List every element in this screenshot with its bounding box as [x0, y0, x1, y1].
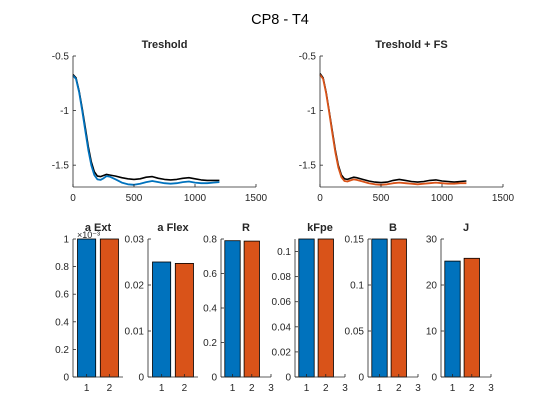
x-tick-label: 3 — [268, 383, 274, 394]
y-tick-label: -1 — [307, 106, 316, 117]
x-tick-label: 2 — [249, 383, 255, 394]
y-tick-label: 0.05 — [345, 327, 365, 338]
y-tick-label: 30 — [426, 235, 438, 246]
y-tick-label: 0.8 — [203, 235, 217, 246]
x-tick-label: 2 — [323, 383, 329, 394]
y-tick-label: 0.03 — [125, 235, 145, 246]
bar-1 — [444, 260, 461, 378]
y-tick-label: -1 — [60, 106, 69, 117]
bar-2 — [243, 240, 260, 378]
x-tick-label: 2 — [396, 383, 402, 394]
x-tick-label: 1000 — [184, 193, 207, 204]
subplot-title: R — [242, 222, 250, 234]
subplot-line-treshold-fs: 0 500 1000 1500 -0.5 -1 -1.5 Treshold + FS — [299, 39, 515, 204]
x-tick-label: 1 — [450, 383, 456, 394]
bar-2 — [99, 238, 119, 378]
y-tick-label: 1 — [63, 235, 69, 246]
y-tick-label: 0 — [63, 373, 69, 384]
x-tick-label: 1500 — [492, 193, 515, 204]
subplot-bar-kfpe: 1 2 3 0 0.02 0.04 0.06 0.08 0.1 kFpe — [272, 222, 349, 394]
y-tick-label: 0.06 — [272, 297, 292, 308]
bar-2 — [390, 238, 407, 378]
y-tick-label: 0 — [358, 373, 364, 384]
x-tick-label: 1 — [159, 383, 165, 394]
y-tick-label: -1.5 — [299, 161, 317, 172]
figure-title: CP8 - T4 — [251, 12, 309, 28]
y-tick-label: 0.1 — [350, 281, 364, 292]
y-tick-label: 0 — [138, 373, 144, 384]
subplot-title: Treshold + FS — [375, 39, 447, 51]
y-tick-label: 0.6 — [55, 290, 69, 301]
x-tick-label: 1 — [304, 383, 310, 394]
y-tick-label: 0 — [211, 373, 217, 384]
x-tick-label: 1 — [230, 383, 236, 394]
y-tick-label: 0 — [285, 373, 291, 384]
y-tick-label: 0.02 — [272, 347, 292, 358]
subplot-title: J — [463, 222, 469, 234]
y-tick-label: 0.4 — [203, 304, 217, 315]
x-tick-label: 1 — [377, 383, 383, 394]
y-tick-label: -0.5 — [52, 52, 70, 63]
subplot-title: a Flex — [157, 222, 189, 234]
subplot-title: kFpe — [307, 222, 333, 234]
subplot-line-treshold: 0 500 1000 1500 -0.5 -1 -1.5 Treshold — [52, 39, 268, 204]
x-tick-label: 500 — [126, 193, 143, 204]
x-tick-label: 3 — [415, 383, 421, 394]
y-exponent-label: ×10⁻³ — [77, 230, 100, 240]
x-tick-label: 2 — [107, 383, 113, 394]
subplot-bar-r: 1 2 3 0 0.2 0.4 0.6 0.8 R — [203, 222, 274, 394]
y-tick-label: -0.5 — [299, 52, 317, 63]
y-tick-label: 0.04 — [272, 322, 292, 333]
x-tick-label: 1000 — [431, 193, 454, 204]
x-tick-label: 0 — [70, 193, 76, 204]
x-tick-label: 1500 — [245, 193, 268, 204]
x-tick-label: 3 — [342, 383, 348, 394]
subplot-bar-b: 1 2 300.050.10.15B — [345, 222, 422, 394]
x-tick-label: 1 — [84, 383, 90, 394]
bar-1 — [371, 238, 388, 378]
y-tick-label: 0.08 — [272, 272, 292, 283]
y-tick-label: 0.6 — [203, 269, 217, 280]
series-line-orange — [319, 74, 467, 186]
bar-2 — [174, 262, 194, 378]
bar-1 — [152, 261, 172, 378]
y-tick-label: 10 — [426, 327, 438, 338]
subplot-title: a Ext — [85, 222, 112, 234]
x-tick-label: 2 — [469, 383, 475, 394]
x-tick-label: 500 — [373, 193, 390, 204]
subplot-title: Treshold — [142, 39, 188, 51]
y-tick-label: 0.2 — [203, 338, 217, 349]
y-tick-label: 0.8 — [55, 262, 69, 273]
subplot-title: B — [389, 222, 397, 234]
subplot-bar-a-ext: 1 2 0 0.2 0.4 0.6 0.8 1 a Ext×10⁻³ — [55, 222, 123, 394]
bar-2 — [463, 257, 480, 378]
y-tick-label: 0.01 — [125, 327, 145, 338]
bar-1 — [77, 238, 97, 378]
bar-1 — [224, 240, 241, 378]
series-line-blue — [72, 74, 220, 186]
y-tick-label: 0.2 — [55, 345, 69, 356]
y-tick-label: 0.02 — [125, 281, 145, 292]
bar-2 — [317, 238, 334, 378]
y-tick-label: 20 — [426, 281, 438, 292]
subplot-bar-a-flex: 1 2 0 0.01 0.02 0.03 a Flex — [125, 222, 198, 394]
y-tick-label: 0.4 — [55, 317, 69, 328]
bar-1 — [298, 238, 315, 378]
y-tick-label: 0 — [431, 373, 437, 384]
x-tick-label: 2 — [182, 383, 188, 394]
y-tick-label: 0.1 — [277, 247, 291, 258]
x-tick-label: 0 — [317, 193, 323, 204]
y-tick-label: -1.5 — [52, 161, 70, 172]
x-tick-label: 3 — [488, 383, 494, 394]
y-tick-label: 0.15 — [345, 235, 365, 246]
